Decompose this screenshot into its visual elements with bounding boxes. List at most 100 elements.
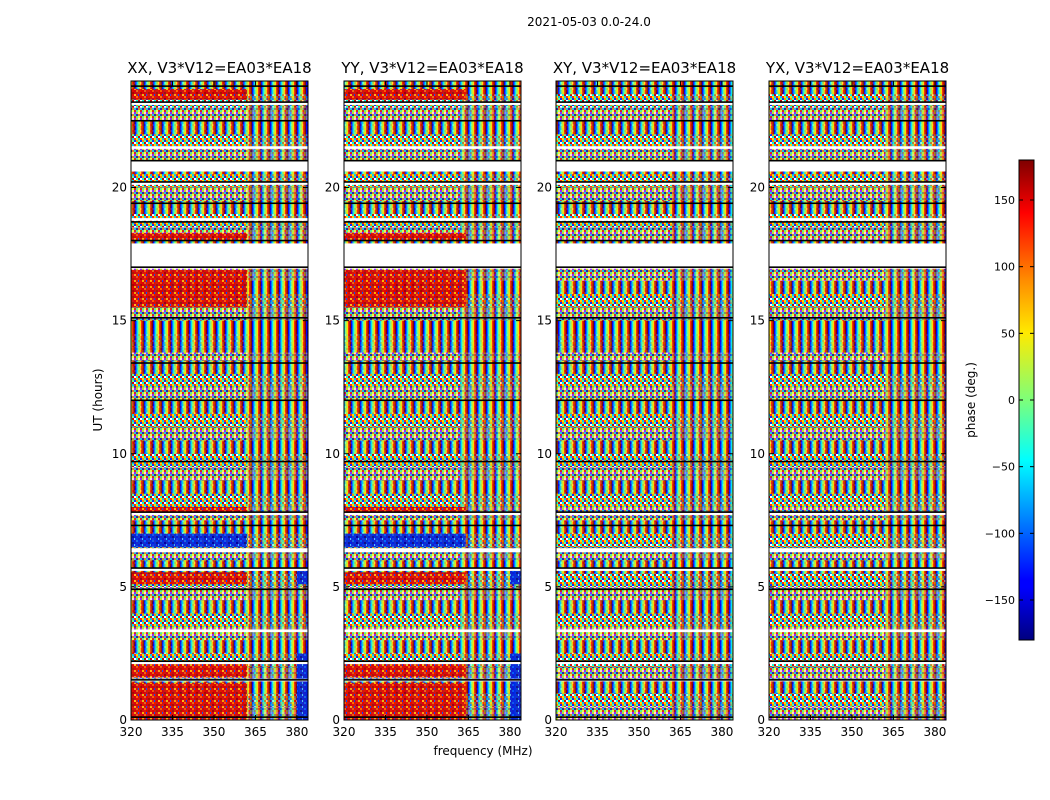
y-tick-label: 20 [750,181,765,195]
scan-boundary [556,181,733,183]
scan-boundary [344,362,521,364]
colorbar-group: 150 100 50 0 −50 −100 −150 phase (deg.) [964,159,1035,641]
y-tick-label: 0 [544,713,552,727]
x-tick-label: 320 [758,725,781,739]
colorbar-tick-label: 150 [994,194,1015,207]
y-tick-label: 0 [757,713,765,727]
panel-heatmap [344,81,521,720]
y-tick-label: 20 [537,181,552,195]
scan-boundary [344,716,521,718]
flagged-gap [769,243,946,268]
coherent-phase-band [344,664,466,678]
scan-boundary [556,362,733,364]
scan-boundary [769,221,946,223]
y-tick-label: 5 [544,580,552,594]
scan-boundary [769,524,946,527]
scan-boundary [131,660,308,663]
scan-boundary [769,181,946,183]
fringe-band [769,320,946,353]
flagged-gap [556,568,733,571]
scan-boundary [769,460,946,463]
flagged-gap [131,548,308,553]
scan-boundary [131,567,308,569]
scan-boundary [131,399,308,402]
scan-boundary [344,679,521,681]
flagged-gap [556,629,733,633]
panel-frame [768,80,947,721]
colorbar-tick-label: −150 [985,594,1015,607]
panel-title: YY, V3*V12=EA03*EA18 [340,59,523,77]
coherent-phase-band [344,88,466,100]
y-tick-label: 5 [757,580,765,594]
x-tick-label: 380 [923,725,946,739]
x-tick-label: 335 [161,725,184,739]
flagged-gap [344,243,521,268]
scan-boundary [769,660,946,663]
coherent-phase-band [131,682,248,720]
x-tick-label: 320 [120,725,143,739]
scan-boundary [344,202,521,205]
scan-boundary [556,101,733,103]
scan-boundary [344,159,521,162]
flagged-gap [131,568,308,571]
scan-boundary [344,85,521,87]
y-tick-label: 10 [112,447,127,461]
scan-boundary [131,266,308,268]
flagged-gap [556,243,733,268]
flagged-gap [556,661,733,665]
coherent-phase-band [344,572,466,585]
colorbar-gradient [1019,160,1034,640]
flagged-gap [769,182,946,185]
flagged-gap [769,160,946,172]
scan-boundary [769,101,946,103]
flagged-gap [556,218,733,221]
scan-boundary [556,159,733,162]
scan-boundary [556,511,733,513]
scan-boundary [344,460,521,463]
coherent-phase-band [344,682,466,720]
scan-boundary [556,524,733,527]
scan-boundary [769,239,946,242]
scan-boundary [769,362,946,364]
panel-title: XX, V3*V12=EA03*EA18 [127,59,311,77]
coherent-phase-band [344,533,466,547]
x-tick-label: 320 [333,725,356,739]
y-tick-label: 5 [332,580,340,594]
scan-boundary [556,85,733,87]
scan-boundary [769,266,946,268]
scan-boundary [769,85,946,87]
x-tick-label: 365 [669,725,692,739]
x-tick-label: 365 [882,725,905,739]
x-tick-label: 365 [244,725,267,739]
colorbar-label: phase (deg.) [964,362,978,438]
x-tick-label: 350 [416,725,439,739]
scan-boundary [131,460,308,463]
flagged-gap [131,102,308,105]
scan-boundary [131,679,308,681]
coherent-phase-band [131,572,248,585]
scan-boundary [344,239,521,242]
flagged-gap [344,661,521,665]
flagged-gap [131,146,308,149]
coherent-phase-band [131,507,248,513]
scan-boundary [556,399,733,402]
scan-boundary [556,202,733,205]
scan-boundary [344,588,521,591]
scan-boundary [344,660,521,663]
scan-boundary [344,511,521,513]
fringe-band [344,320,521,353]
scan-boundary [131,119,308,122]
fringe-band [556,320,733,353]
panel-xx: 320 335 350 365 380 0 5 10 15 20 XX, V3*V12=EA03*E… [112,59,312,739]
colorbar-tick-label: 50 [1001,327,1015,340]
scan-boundary [769,567,946,569]
y-tick-label: 15 [112,314,127,328]
panel-yy: 320 335 350 365 380 0 5 10 15 20 YY, V3*V12=EA03*E… [325,59,524,739]
figure-suptitle: 2021-05-03 0.0-24.0 [527,15,651,29]
scan-boundary [344,316,521,319]
flagged-gap [769,629,946,633]
flagged-gap [131,218,308,221]
panel-heatmap [556,81,733,720]
y-tick-label: 10 [325,447,340,461]
